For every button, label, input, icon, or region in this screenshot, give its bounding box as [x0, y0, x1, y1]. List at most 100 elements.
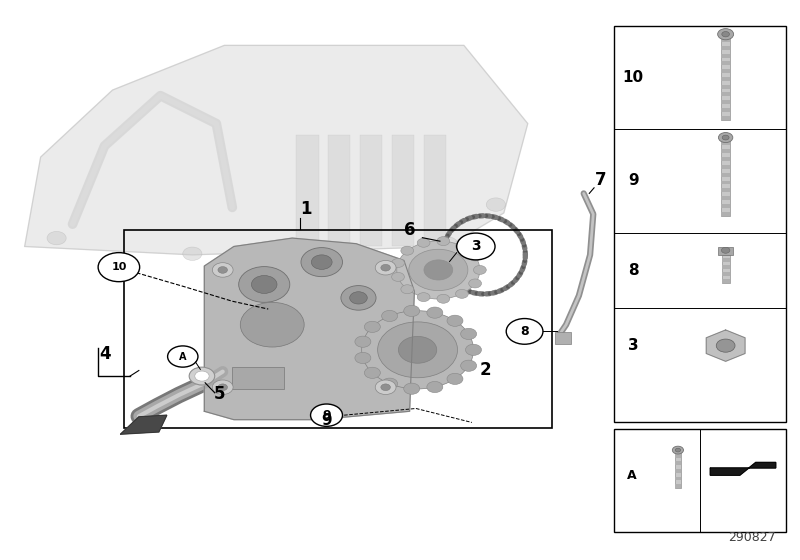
Polygon shape: [204, 238, 414, 419]
Circle shape: [364, 321, 380, 333]
Text: 8: 8: [628, 263, 638, 278]
Polygon shape: [121, 415, 167, 434]
Bar: [296, 135, 318, 246]
Circle shape: [401, 284, 414, 293]
Circle shape: [455, 241, 468, 250]
Bar: [721, 34, 730, 120]
Circle shape: [409, 249, 468, 291]
Text: 9: 9: [322, 413, 332, 428]
Circle shape: [382, 378, 398, 389]
Bar: [360, 135, 382, 246]
Circle shape: [418, 239, 430, 248]
Circle shape: [381, 384, 390, 391]
Circle shape: [182, 247, 202, 260]
Bar: [722, 212, 730, 216]
Circle shape: [218, 267, 227, 273]
Polygon shape: [710, 463, 776, 475]
Bar: [722, 272, 730, 276]
Bar: [674, 469, 681, 473]
Circle shape: [362, 311, 474, 389]
Bar: [722, 165, 730, 169]
Bar: [722, 196, 730, 200]
Circle shape: [437, 295, 450, 304]
Circle shape: [457, 233, 495, 260]
Circle shape: [218, 384, 227, 391]
Text: 4: 4: [100, 346, 111, 363]
Circle shape: [404, 305, 420, 316]
Circle shape: [381, 264, 390, 271]
Circle shape: [438, 237, 458, 250]
Bar: [614, 26, 786, 422]
Circle shape: [474, 265, 486, 274]
Bar: [722, 180, 730, 184]
Circle shape: [461, 360, 477, 371]
Circle shape: [47, 231, 66, 245]
Circle shape: [98, 253, 140, 282]
Text: 8: 8: [520, 325, 529, 338]
Bar: [232, 367, 284, 389]
Circle shape: [355, 336, 371, 347]
Polygon shape: [706, 330, 745, 361]
Bar: [721, 85, 730, 88]
Circle shape: [355, 352, 371, 363]
Circle shape: [392, 272, 405, 281]
Bar: [718, 247, 733, 255]
Bar: [722, 188, 730, 192]
Circle shape: [672, 446, 683, 454]
Circle shape: [238, 267, 290, 302]
Bar: [722, 255, 730, 282]
Circle shape: [418, 293, 430, 302]
Bar: [125, 230, 552, 428]
Bar: [721, 46, 730, 50]
Circle shape: [311, 255, 332, 269]
Bar: [614, 429, 786, 533]
Bar: [674, 450, 681, 488]
Bar: [721, 108, 730, 112]
Circle shape: [718, 133, 733, 143]
Bar: [555, 332, 571, 344]
Bar: [722, 204, 730, 208]
Bar: [392, 135, 414, 246]
Circle shape: [469, 252, 482, 261]
Bar: [721, 54, 730, 58]
Circle shape: [168, 346, 198, 367]
Polygon shape: [25, 45, 528, 255]
Text: A: A: [179, 352, 186, 362]
Text: 2: 2: [480, 361, 491, 379]
Circle shape: [378, 322, 458, 378]
Circle shape: [427, 381, 443, 393]
Bar: [674, 484, 681, 488]
Circle shape: [212, 263, 233, 277]
Circle shape: [466, 344, 482, 356]
Circle shape: [675, 448, 681, 452]
Bar: [722, 138, 730, 216]
Circle shape: [722, 31, 730, 37]
Circle shape: [486, 198, 506, 211]
Text: 3: 3: [628, 338, 638, 353]
Circle shape: [447, 315, 463, 326]
Circle shape: [398, 337, 437, 363]
Circle shape: [455, 290, 468, 298]
Circle shape: [404, 383, 420, 394]
Circle shape: [722, 135, 729, 140]
Circle shape: [722, 248, 730, 253]
Circle shape: [212, 380, 233, 394]
Text: 3: 3: [471, 240, 481, 254]
Circle shape: [240, 302, 304, 347]
Circle shape: [382, 310, 398, 321]
Circle shape: [397, 241, 480, 299]
Bar: [721, 92, 730, 96]
Bar: [722, 279, 730, 282]
Bar: [674, 461, 681, 465]
Bar: [721, 38, 730, 42]
Circle shape: [364, 367, 380, 379]
Circle shape: [447, 374, 463, 385]
Bar: [721, 116, 730, 120]
Circle shape: [716, 339, 735, 352]
Circle shape: [469, 279, 482, 288]
Bar: [722, 258, 730, 262]
Circle shape: [341, 286, 376, 310]
Bar: [722, 265, 730, 269]
Bar: [674, 454, 681, 458]
Bar: [424, 135, 446, 246]
